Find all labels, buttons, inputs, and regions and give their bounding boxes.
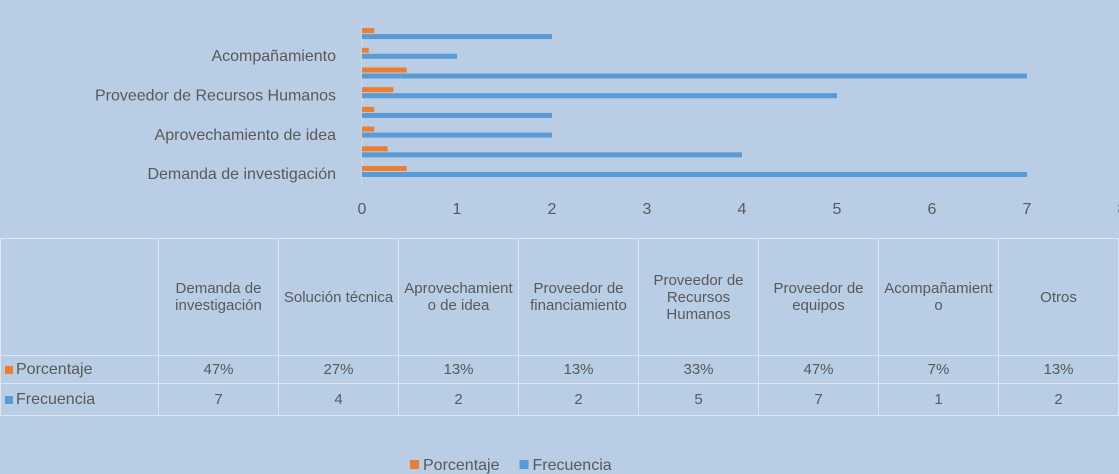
table-header: Aprovechamiento de idea	[398, 238, 519, 356]
bar	[362, 106, 375, 112]
table-value: 4	[278, 383, 399, 416]
legend-label: Porcentaje	[423, 457, 500, 474]
table-value: 33%	[638, 355, 759, 384]
bar	[362, 172, 1027, 177]
table-corner	[0, 238, 159, 356]
bar	[362, 166, 407, 171]
table-value: 13%	[998, 355, 1119, 384]
legend-label: Frecuencia	[533, 457, 612, 474]
table-header: Proveedor de equipos	[758, 238, 879, 356]
table-header: Solución técnica	[278, 238, 399, 356]
table-value: 7%	[878, 355, 999, 384]
legend-key	[5, 395, 13, 404]
table-header: Acompañamiento	[878, 238, 999, 356]
table-row: Frecuencia 7 4 2 2 5 7 1 2	[0, 383, 1119, 416]
bar	[362, 146, 388, 152]
bar	[362, 34, 552, 40]
bar	[362, 67, 407, 73]
bar	[362, 93, 837, 99]
table-row: Porcentaje 47% 27% 13% 13% 33% 47% 7% 13%	[0, 355, 1119, 384]
x-tick-label: 8	[1118, 201, 1119, 218]
legend-swatch	[410, 460, 419, 469]
x-tick-label: 4	[738, 201, 747, 218]
table-value: 7	[158, 383, 279, 416]
table-header-row: Demanda de investigación Solución técnica…	[0, 238, 1119, 356]
x-tick-label: 3	[643, 201, 652, 218]
bar	[362, 87, 394, 93]
table-value: 7	[758, 383, 879, 416]
y-tick-label: Proveedor de Recursos Humanos	[95, 87, 336, 104]
legend-swatch	[519, 460, 529, 469]
bar	[362, 28, 375, 34]
x-tick-label: 0	[358, 201, 367, 218]
table-value: 47%	[158, 355, 279, 384]
table-header: Demanda de investigación	[158, 238, 279, 356]
series-name: Frecuencia	[16, 390, 96, 408]
y-tick-label: Demanda de investigación	[147, 166, 336, 183]
x-tick-label: 2	[548, 201, 557, 218]
bar	[362, 152, 742, 158]
y-tick-label: Aprovechamiento de idea	[155, 127, 337, 144]
y-tick-label: Acompañamiento	[211, 48, 336, 65]
table-header: Proveedor de financiamiento	[518, 238, 639, 356]
table-header: Proveedor de Recursos Humanos	[638, 238, 759, 356]
legend-key	[5, 365, 13, 374]
x-tick-label: 7	[1023, 201, 1032, 218]
x-tick-label: 5	[833, 201, 842, 218]
table-value: 2	[398, 383, 519, 416]
bar	[362, 126, 375, 132]
series-name: Porcentaje	[16, 360, 93, 378]
table-header: Otros	[998, 238, 1119, 356]
x-tick-label: 6	[928, 201, 937, 218]
table-value: 1	[878, 383, 999, 416]
bar	[362, 53, 457, 59]
bar	[362, 73, 1027, 79]
table-value: 2	[518, 383, 639, 416]
table-value: 27%	[278, 355, 399, 384]
x-tick-label: 1	[453, 201, 462, 218]
table-value: 13%	[398, 355, 519, 384]
table-value: 47%	[758, 355, 879, 384]
table-value: 13%	[518, 355, 639, 384]
table-value: 2	[998, 383, 1119, 416]
table-row-label: Frecuencia	[0, 383, 159, 416]
bar	[362, 132, 552, 138]
bar	[362, 112, 552, 118]
bar	[362, 47, 369, 53]
data-table: Demanda de investigación Solución técnica…	[0, 238, 1119, 416]
table-value: 5	[638, 383, 759, 416]
table-row-label: Porcentaje	[0, 355, 159, 384]
